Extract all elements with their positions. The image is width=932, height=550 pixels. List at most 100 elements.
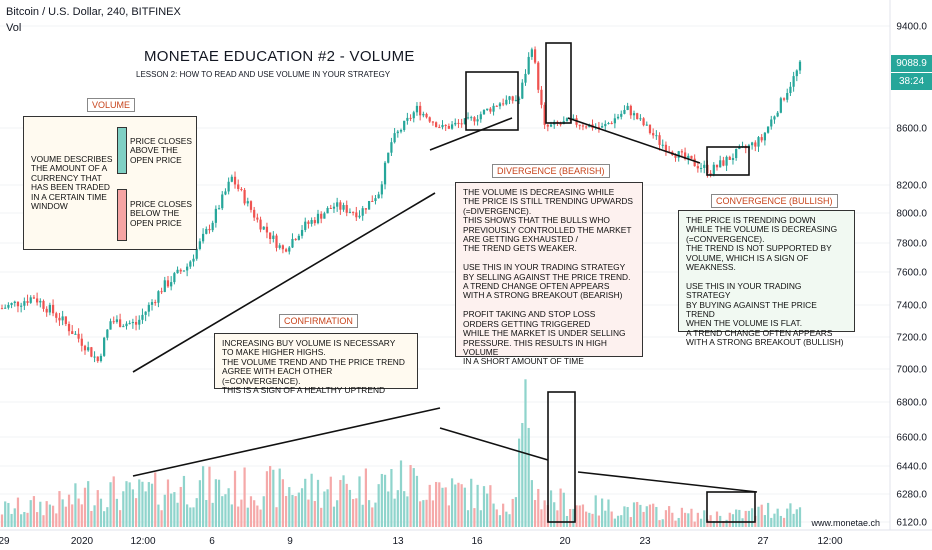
volume-bar bbox=[648, 504, 652, 527]
volume-bar bbox=[166, 479, 170, 527]
volume-bar bbox=[473, 508, 476, 527]
candle-body bbox=[310, 220, 313, 224]
volume-rising-line bbox=[132, 407, 441, 477]
time-tick-label: 9 bbox=[287, 536, 293, 547]
candle-body bbox=[237, 184, 240, 189]
candle-body bbox=[795, 70, 798, 77]
candle-body bbox=[42, 300, 45, 309]
volume-bar bbox=[163, 494, 166, 527]
candle-body bbox=[90, 347, 93, 357]
volume-bar bbox=[211, 502, 214, 527]
volume-bar bbox=[751, 508, 754, 527]
volume-bar bbox=[655, 506, 658, 527]
candle-body bbox=[460, 123, 463, 125]
volume-bar bbox=[607, 499, 610, 527]
volume-bar bbox=[259, 509, 262, 527]
candle-body bbox=[352, 211, 355, 213]
volume-bar bbox=[795, 509, 798, 527]
candle-body bbox=[13, 301, 16, 304]
annotation-lines bbox=[132, 42, 758, 523]
volume-bar bbox=[623, 506, 626, 527]
candle-body bbox=[182, 270, 186, 272]
volume-bar bbox=[498, 515, 502, 527]
chart-subtitle: LESSON 2: HOW TO READ AND USE VOLUME IN … bbox=[136, 70, 391, 79]
volume-bar bbox=[195, 498, 198, 527]
candle-body bbox=[115, 319, 119, 322]
candle-body bbox=[415, 105, 419, 113]
volume-bar bbox=[680, 507, 684, 527]
candle-body bbox=[751, 142, 754, 146]
volume-bar bbox=[157, 504, 160, 527]
time-tick-label: 29 bbox=[0, 536, 10, 547]
volume-bar bbox=[409, 465, 412, 527]
candle-body bbox=[441, 124, 444, 128]
candle-body bbox=[450, 124, 454, 129]
volume-bar bbox=[96, 490, 99, 527]
volume-bar bbox=[412, 468, 415, 527]
candle-body bbox=[454, 122, 457, 125]
volume-bar bbox=[118, 510, 122, 527]
candle-body bbox=[505, 99, 508, 105]
candle-body bbox=[160, 291, 163, 293]
volume-bar bbox=[150, 483, 154, 527]
candle-body bbox=[320, 213, 323, 219]
candle-body bbox=[361, 208, 364, 216]
candle-body bbox=[253, 209, 256, 218]
candle-body bbox=[170, 282, 173, 287]
candle-body bbox=[636, 113, 639, 120]
candle-body bbox=[530, 49, 533, 57]
candle-body bbox=[514, 99, 518, 101]
candle-body bbox=[773, 116, 776, 120]
price-tick-label: 6800.0 bbox=[896, 398, 927, 409]
volume-bar bbox=[438, 482, 441, 527]
candle-body bbox=[77, 333, 80, 339]
volume-bar bbox=[253, 500, 256, 527]
volume-bar bbox=[281, 479, 285, 527]
volume-bar bbox=[479, 510, 482, 527]
volume-bar bbox=[786, 508, 789, 527]
volume-bar bbox=[87, 481, 90, 527]
candle-body bbox=[597, 126, 601, 128]
candle-body bbox=[403, 120, 406, 131]
volume-bar bbox=[553, 502, 556, 527]
candle-body bbox=[495, 105, 498, 107]
candle-body bbox=[198, 241, 202, 249]
time-tick-label: 6 bbox=[209, 536, 215, 547]
candle-body bbox=[374, 198, 377, 202]
volume-bar bbox=[466, 510, 470, 527]
candle-body bbox=[699, 167, 703, 169]
candle-body bbox=[457, 122, 460, 124]
volume-bar bbox=[240, 499, 243, 527]
volume-bar bbox=[549, 490, 553, 527]
candle-body bbox=[655, 135, 658, 137]
candle-body bbox=[632, 113, 636, 116]
candle-body bbox=[715, 164, 719, 168]
volume-definition-box: VOUME DESCRIBES THE AMOUNT OF A CURRENCY… bbox=[23, 116, 197, 250]
convergence-text: THE PRICE IS TRENDING DOWN WHILE THE VOL… bbox=[678, 210, 855, 347]
volume-bar bbox=[393, 498, 396, 527]
volume-bar bbox=[766, 502, 770, 527]
price-candles bbox=[0, 46, 802, 363]
volume-bar bbox=[272, 469, 275, 527]
candle-body bbox=[272, 235, 275, 239]
volume-bar bbox=[597, 515, 601, 527]
candle-body bbox=[572, 118, 575, 120]
volume-bar bbox=[128, 482, 131, 527]
volume-bar bbox=[265, 471, 269, 527]
volume-bar bbox=[221, 496, 224, 527]
volume-bar bbox=[208, 466, 211, 527]
candle-body bbox=[80, 338, 83, 346]
volume-bar bbox=[307, 499, 310, 527]
candle-body bbox=[144, 311, 147, 315]
volume-bar bbox=[173, 492, 176, 527]
volume-bar bbox=[779, 515, 782, 527]
divergence-text: THE VOLUME IS DECREASING WHILE THE PRICE… bbox=[455, 182, 643, 366]
candle-body bbox=[26, 301, 29, 303]
volume-bar bbox=[629, 517, 632, 527]
time-tick-label: 13 bbox=[392, 536, 404, 547]
candle-body bbox=[118, 319, 122, 327]
volume-bar bbox=[122, 491, 125, 527]
volume-bar bbox=[275, 507, 278, 527]
candle-body bbox=[489, 108, 492, 112]
candle-body bbox=[205, 228, 208, 234]
